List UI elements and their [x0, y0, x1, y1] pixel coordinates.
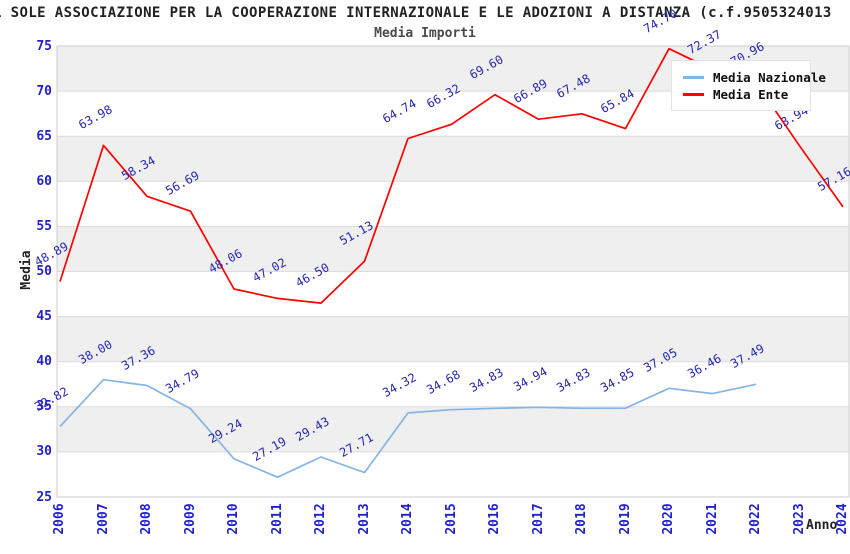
x-tick-label: 2013 [356, 503, 372, 535]
x-tick-label: 2022 [748, 503, 763, 535]
x-tick-label: 2015 [443, 503, 459, 535]
x-tick-label: 2010 [226, 503, 241, 535]
x-tick-label: 2023 [791, 503, 807, 535]
x-tick-label: 2006 [52, 503, 67, 535]
media-nazionale-line [59, 378, 757, 479]
legend-label: Media Nazionale [713, 69, 826, 85]
legend-label: Media Ente [713, 86, 789, 102]
x-tick-label: 2019 [617, 503, 633, 535]
background-band [57, 316, 849, 362]
plot-border [56, 45, 850, 498]
x-tick-label: 2012 [313, 503, 328, 535]
y-tick-label: 45 [36, 309, 52, 325]
y-tick-label: 30 [36, 444, 52, 460]
y-tick-label: 50 [36, 264, 52, 279]
legend-item-media-nazionale: Media Nazionale [683, 69, 826, 85]
chart-title: L SOLE ASSOCIAZIONE PER LA COOPERAZIONE … [0, 5, 832, 21]
x-tick-label: 2008 [139, 503, 154, 535]
y-tick-label: 55 [36, 218, 52, 234]
background-band [57, 406, 849, 452]
chart-legend: Media Nazionale Media Ente [671, 60, 826, 111]
background-band [57, 136, 849, 182]
y-tick-label: 60 [36, 173, 52, 189]
y-tick-label: 25 [36, 489, 52, 505]
x-tick-label: 2017 [530, 503, 546, 535]
x-tick-label: 2018 [574, 503, 589, 535]
x-axis-title: Anno [806, 518, 838, 533]
media-nazionale-line-swatch-icon [683, 75, 704, 79]
y-tick-label: 35 [36, 399, 52, 415]
media-ente-line-swatch-icon [683, 92, 704, 96]
legend-item-media-ente: Media Ente [683, 86, 810, 102]
background-band [57, 226, 849, 272]
x-tick-label: 2024 [835, 503, 850, 535]
x-tick-label: 2016 [487, 503, 502, 535]
x-tick-label: 2009 [182, 503, 198, 535]
x-tick-label: 2014 [400, 503, 415, 535]
x-tick-label: 2007 [95, 503, 111, 535]
y-tick-label: 40 [36, 354, 52, 370]
y-tick-label: 65 [36, 128, 52, 144]
y-axis-title: Media [19, 250, 34, 290]
x-tick-label: 2011 [269, 503, 285, 535]
y-tick-label: 70 [36, 83, 52, 99]
x-tick-label: 2020 [661, 503, 676, 535]
chart-subtitle: Media Importi [374, 26, 476, 41]
x-tick-label: 2021 [704, 503, 720, 535]
y-tick-label: 75 [36, 38, 52, 54]
